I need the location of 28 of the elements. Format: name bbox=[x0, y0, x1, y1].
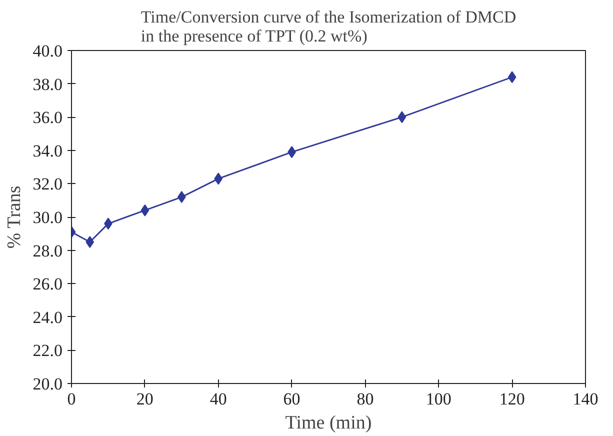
y-tick-label: 40.0 bbox=[32, 42, 62, 60]
x-tick-label: 40 bbox=[210, 390, 227, 408]
x-tick-label: 100 bbox=[426, 390, 452, 408]
x-axis-title: Time (min) bbox=[285, 412, 372, 434]
x-tick-label: 80 bbox=[356, 390, 374, 408]
y-tick-label: 22.0 bbox=[32, 341, 62, 360]
y-tick-label: 26.0 bbox=[32, 274, 62, 294]
point bbox=[214, 172, 223, 185]
point bbox=[398, 111, 406, 124]
y-tick-label: 20.0 bbox=[32, 374, 62, 394]
chart-title: Time/Conversion curve of the Isomerization of DMCD in the presence of TPT (0.2 wt%) bbox=[140, 8, 516, 46]
x-tick-label: 120 bbox=[499, 390, 525, 408]
x-tick-label: 140 bbox=[572, 390, 598, 408]
point bbox=[86, 236, 94, 248]
x-tick-label: 20 bbox=[136, 390, 154, 408]
y-tick-label: 32.0 bbox=[32, 174, 62, 194]
point bbox=[508, 71, 516, 84]
y-tick-label: 30.0 bbox=[32, 208, 62, 227]
point bbox=[177, 191, 186, 204]
y-tick-label: 24.0 bbox=[32, 308, 62, 327]
point bbox=[140, 204, 150, 216]
y-tick-label: 36.0 bbox=[32, 108, 62, 128]
y-tick-label: 28.0 bbox=[32, 241, 62, 260]
y-tick-label: 38.0 bbox=[32, 74, 62, 94]
y-tick-label: 34.0 bbox=[32, 141, 62, 160]
y-axis-title: % Trans bbox=[4, 186, 25, 249]
x-tick-label: 0 bbox=[67, 390, 76, 408]
x-tick-label: 60 bbox=[283, 390, 300, 408]
